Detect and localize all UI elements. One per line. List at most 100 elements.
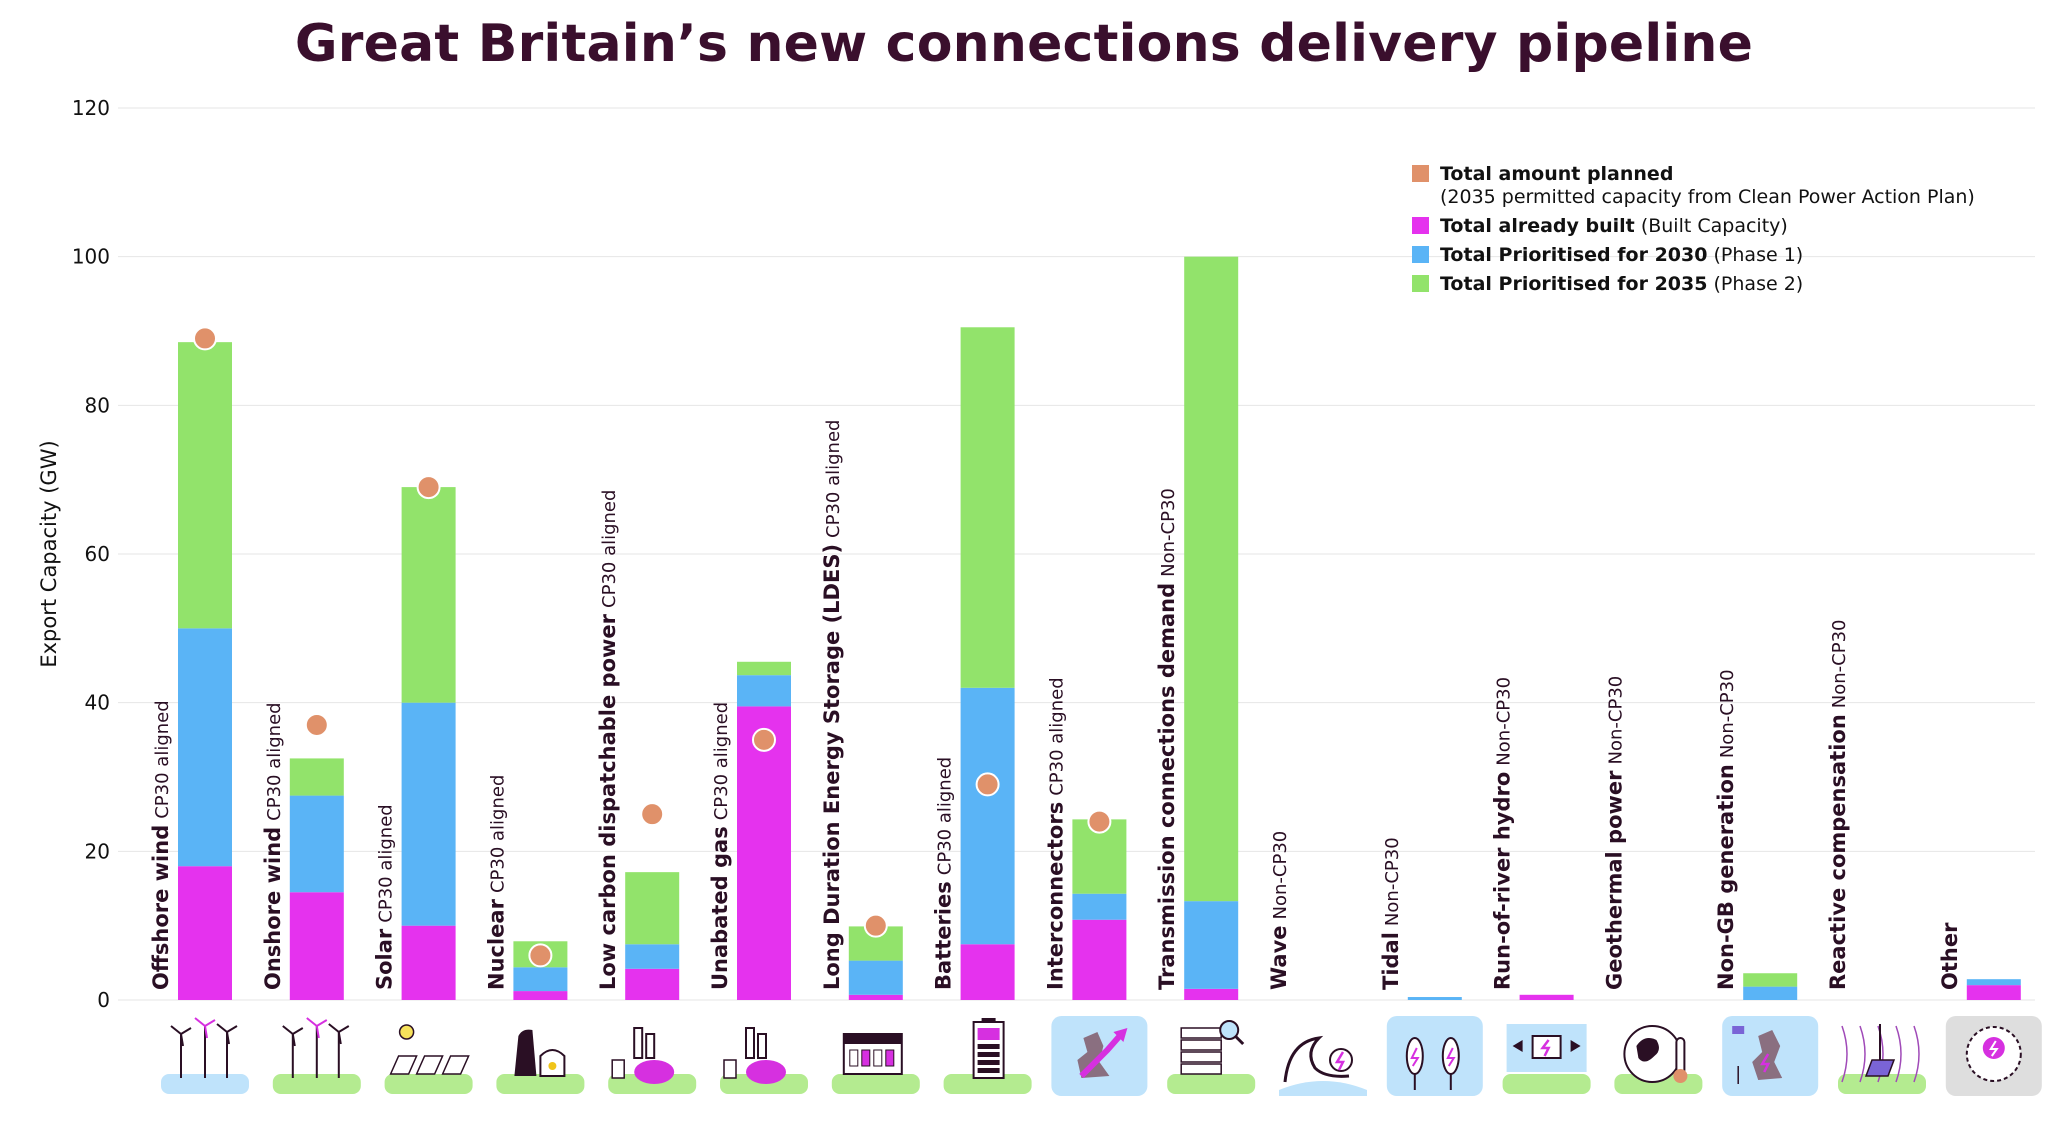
battery-icon: [943, 1018, 1032, 1094]
thermometer-bulb: [1673, 1069, 1688, 1083]
legend-label-total-prioritised-for-2030: Total Prioritised for 2030 (Phase 1): [1440, 244, 1803, 266]
legend: Total amount planned(2035 permitted capa…: [1412, 163, 1975, 295]
bar-onshore-wind-total-prioritised-for-2030: [289, 795, 344, 893]
category-name: Solar: [373, 928, 397, 990]
bar-run-of-river-hydro-total-already-built: [1519, 994, 1574, 1000]
data-centre-server-icon: [1167, 1020, 1256, 1094]
energy-bolt: [1988, 1040, 1999, 1057]
category-icons: [161, 1016, 2042, 1096]
legend-swatch-total-amount-planned: [1412, 165, 1429, 182]
category-note: CP30 aligned: [935, 757, 956, 875]
bar-interconnectors-total-prioritised-for-2030: [1072, 893, 1127, 920]
category-name: Geothermal power: [1602, 770, 1626, 990]
server-unit: [1180, 1039, 1222, 1051]
bar-transmission-connections-demand-total-prioritised-for-2030: [1184, 901, 1239, 989]
wave-energy-icon: [1279, 1035, 1367, 1096]
thermometer: [1675, 1037, 1686, 1075]
category-note: CP30 aligned: [711, 702, 732, 820]
bar-offshore-wind-total-prioritised-for-2035: [178, 342, 232, 629]
connection-arrow: [1079, 1032, 1124, 1079]
storage-roof: [843, 1034, 902, 1044]
server-unit: [1180, 1027, 1222, 1039]
bar-offshore-wind-total-prioritised-for-2030: [178, 628, 232, 867]
category-name: Non-GB generation: [1714, 764, 1738, 990]
interconnector-map-icon: [1051, 1016, 1148, 1096]
non-gb-map-icon: [1722, 1016, 1819, 1096]
chimney: [745, 1027, 755, 1059]
category-label-offshore-wind: Offshore wind CP30 aligned: [149, 700, 173, 990]
icon-platform: [943, 1074, 1032, 1094]
nuclear-plant-icon: [496, 1029, 585, 1094]
energy-bolt: [1446, 1047, 1456, 1067]
bar-solar-total-prioritised-for-2035: [401, 487, 456, 703]
category-note: CP30 aligned: [1046, 677, 1067, 795]
bar-non-gb-generation-total-prioritised-for-2030: [1743, 986, 1798, 1000]
bar-onshore-wind-total-prioritised-for-2035: [289, 758, 344, 796]
energy-bolt: [1410, 1047, 1420, 1067]
bar-long-duration-energy-storage-ldes-total-prioritised-for-2030: [848, 960, 903, 995]
turbine-blades: [194, 1017, 216, 1039]
legend-label-rest: (Phase 1): [1707, 244, 1803, 266]
y-tick-label-40: 40: [85, 691, 110, 715]
category-note: Non-CP30: [1717, 669, 1738, 758]
storage-cell: [885, 1049, 895, 1067]
legend-sublabel: (2035 permitted capacity from Clean Powe…: [1440, 186, 1975, 208]
legend-swatch-total-prioritised-for-2030: [1412, 246, 1429, 263]
turbine-blades: [216, 1023, 238, 1045]
meter: [723, 1059, 737, 1079]
y-tick-label-80: 80: [85, 393, 110, 417]
solar-panel-mini: [1732, 1026, 1745, 1034]
category-note: CP30 aligned: [376, 804, 397, 922]
category-name: Unabated gas: [708, 826, 732, 990]
bar-solar-total-already-built: [401, 925, 456, 1000]
category-name: Run-of-river hydro: [1491, 772, 1515, 990]
arrow-head: [1113, 1028, 1128, 1042]
planned-marker-low-carbon-dispatchable-power: [640, 802, 665, 827]
magnifier-handle: [1234, 1034, 1245, 1046]
tank: [634, 1060, 675, 1084]
category-name: Offshore wind: [149, 825, 173, 990]
bar-unabated-gas-total-already-built: [737, 706, 791, 1000]
category-label-tidal: Tidal Non-CP30: [1379, 837, 1403, 990]
category-label-nuclear: Nuclear CP30 aligned: [484, 775, 508, 990]
geothermal-globe-icon: [1614, 1025, 1703, 1094]
category-name: Reactive compensation: [1826, 714, 1850, 990]
legend-swatch-total-prioritised-for-2035: [1412, 275, 1429, 292]
server-unit: [1180, 1063, 1222, 1075]
bar-low-carbon-dispatchable-power-total-already-built: [625, 968, 680, 1000]
category-label-low-carbon-dispatchable-power: Low carbon dispatchable power CP30 aligne…: [596, 490, 620, 990]
hydro-turbine-icon: [1502, 1024, 1591, 1094]
bar-low-carbon-dispatchable-power-total-prioritised-for-2035: [625, 872, 680, 945]
turbine-blades: [282, 1025, 304, 1047]
turbine-blades: [328, 1023, 350, 1045]
storage-cell: [861, 1049, 871, 1067]
y-tick-label-0: 0: [97, 988, 110, 1012]
category-label-batteries: Batteries CP30 aligned: [932, 757, 956, 990]
category-name: Interconnectors: [1043, 802, 1067, 990]
planned-marker-solar: [416, 475, 441, 500]
category-name: Transmission connections demand: [1155, 583, 1179, 990]
category-label-reactive-compensation: Reactive compensation Non-CP30: [1826, 620, 1850, 991]
globe-landmass: [1636, 1038, 1659, 1062]
y-tick-label-20: 20: [85, 839, 110, 863]
legend-label-bold: Total already built: [1440, 215, 1635, 237]
category-label-other: Other: [1938, 922, 1962, 990]
legend-label-bold: Total Prioritised for 2030: [1440, 244, 1707, 266]
category-label-interconnectors: Interconnectors CP30 aligned: [1043, 677, 1067, 990]
solar-panel: [441, 1055, 470, 1075]
icon-platform: [1838, 1074, 1926, 1094]
planned-marker-onshore-wind: [304, 712, 329, 737]
storage-cell: [873, 1049, 883, 1067]
bar-batteries-total-prioritised-for-2030: [960, 687, 1015, 945]
bar-nuclear-total-prioritised-for-2030: [513, 967, 568, 992]
legend-label-bold: Total Prioritised for 2035: [1440, 273, 1707, 295]
category-name: Low carbon dispatchable power: [596, 613, 620, 990]
field-line: [1895, 1025, 1902, 1083]
tank: [746, 1060, 786, 1084]
category-label-run-of-river-hydro: Run-of-river hydro Non-CP30: [1491, 677, 1515, 990]
reactive-compensation-icon: [1838, 1024, 1926, 1094]
bar-interconnectors-total-already-built: [1072, 919, 1127, 1000]
bar-other-total-already-built: [1966, 985, 2021, 1000]
category-label-wave: Wave Non-CP30: [1267, 831, 1291, 990]
